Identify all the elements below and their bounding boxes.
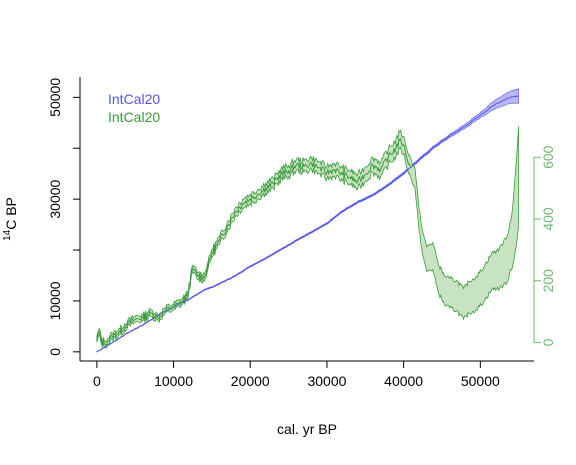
legend-entry: IntCal20 <box>108 91 160 107</box>
y-axis-label-main: C BP <box>3 197 19 230</box>
y-axis-label: 14C BP <box>2 197 19 241</box>
delta-uncertainty-band <box>96 126 520 349</box>
x-tick-label: 30000 <box>307 373 346 389</box>
y-axis-label-superscript: 14 <box>2 229 13 241</box>
series-lines <box>96 95 519 353</box>
x-tick-label: 10000 <box>154 373 193 389</box>
legend: IntCal20 IntCal20 <box>108 91 160 125</box>
x-tick-label: 0 <box>93 373 101 389</box>
y-right-tick-label: 600 <box>540 145 556 169</box>
y-right-tick-label: 0 <box>540 338 556 346</box>
axes: 0 10000 20000 30000 40000 50000 0 10000 30000 500… <box>47 77 556 389</box>
x-tick-label: 50000 <box>461 373 500 389</box>
y-left-tick-label: 30000 <box>47 179 63 218</box>
x-axis-label: cal. yr BP <box>277 421 337 437</box>
y-right-tick-label: 400 <box>540 207 556 231</box>
legend-entry: IntCal20 <box>108 109 160 125</box>
x-tick-label: 20000 <box>231 373 270 389</box>
uncertainty-bands <box>96 88 520 353</box>
y-left-tick-label: 0 <box>47 348 63 356</box>
y-left-tick-label: 50000 <box>47 78 63 117</box>
x-tick-label: 40000 <box>384 373 423 389</box>
y-right-tick-label: 200 <box>540 269 556 293</box>
y-left-tick-label: 10000 <box>47 281 63 320</box>
c14-series-line <box>96 95 519 353</box>
delta-series-line <box>96 137 411 346</box>
